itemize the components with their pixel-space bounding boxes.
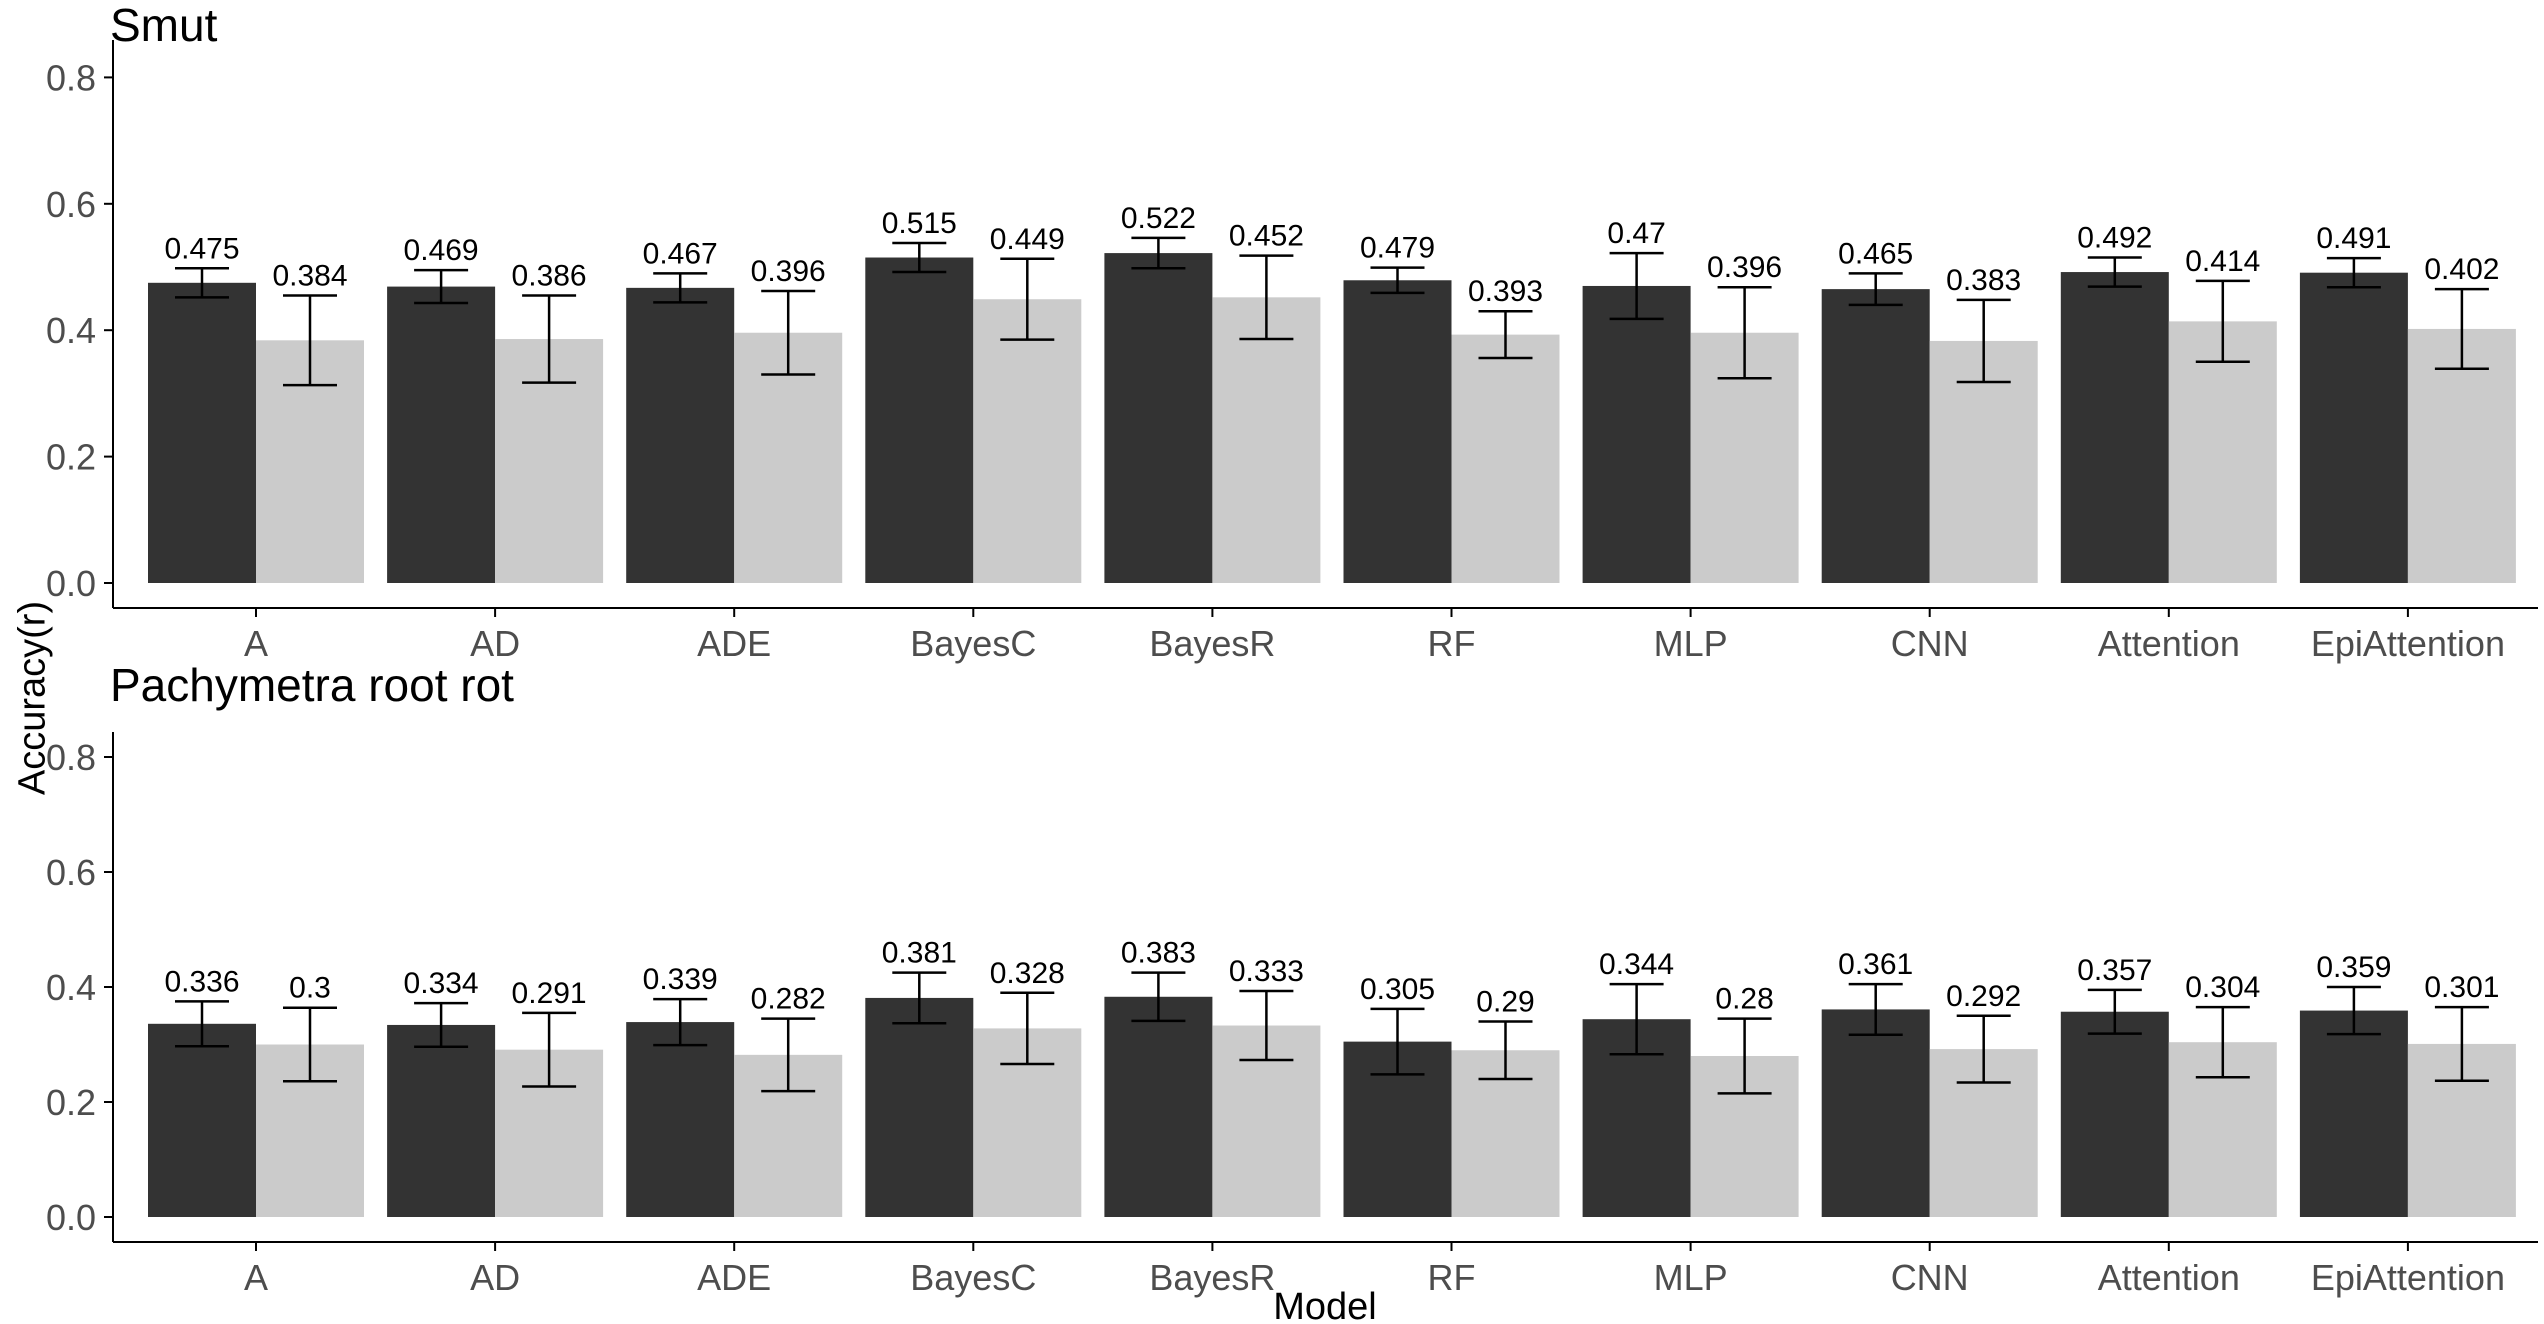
x-tick-label: BayesR bbox=[1149, 1257, 1275, 1298]
dark-bar-Attention bbox=[2060, 272, 2169, 583]
dark-bar-ADE bbox=[626, 287, 735, 583]
x-tick-label: A bbox=[244, 623, 268, 664]
y-tick-label: 0.4 bbox=[46, 967, 96, 1008]
x-tick-label: Attention bbox=[2098, 1257, 2240, 1298]
x-tick-label: RF bbox=[1428, 1257, 1476, 1298]
bar-value-label: 0.344 bbox=[1599, 948, 1674, 981]
x-tick-label: Attention bbox=[2098, 623, 2240, 664]
x-tick-label: EpiAttention bbox=[2311, 1257, 2505, 1298]
bar-value-label: 0.305 bbox=[1360, 973, 1435, 1006]
bar-value-label: 0.334 bbox=[404, 967, 479, 1000]
light-bar-BayesC bbox=[973, 299, 1082, 583]
dark-bar-Attention bbox=[2060, 1011, 2169, 1217]
bar-value-label: 0.386 bbox=[512, 259, 587, 292]
light-bar-BayesR bbox=[1212, 297, 1321, 583]
bar-value-label: 0.414 bbox=[2185, 245, 2260, 278]
bar-value-label: 0.383 bbox=[1121, 937, 1196, 970]
x-axis-title: Model bbox=[1273, 1286, 1377, 1324]
light-bar-Attention bbox=[2168, 321, 2277, 583]
bar-value-label: 0.396 bbox=[751, 255, 826, 288]
light-bar-EpiAttention bbox=[2407, 328, 2516, 583]
bar-value-label: 0.491 bbox=[2316, 222, 2391, 255]
bar-value-label: 0.469 bbox=[404, 234, 479, 267]
dark-bar-AD bbox=[387, 286, 496, 583]
dark-bar-BayesR bbox=[1104, 996, 1213, 1217]
y-axis-title: Accuracy(r) bbox=[11, 600, 54, 796]
bar-value-label: 0.492 bbox=[2077, 222, 2152, 255]
bar-value-label: 0.292 bbox=[1946, 980, 2021, 1013]
bar-value-label: 0.28 bbox=[1715, 983, 1773, 1016]
bar-value-label: 0.479 bbox=[1360, 232, 1435, 265]
bar-value-label: 0.282 bbox=[751, 983, 826, 1016]
dark-bar-BayesR bbox=[1104, 253, 1213, 583]
x-tick-label: BayesC bbox=[910, 623, 1036, 664]
y-tick-label: 0.6 bbox=[46, 184, 96, 225]
y-tick-label: 0.2 bbox=[46, 1082, 96, 1123]
bar-value-label: 0.359 bbox=[2316, 951, 2391, 984]
bar-value-label: 0.515 bbox=[882, 207, 957, 240]
dark-bar-CNN bbox=[1821, 1009, 1930, 1217]
x-tick-label: AD bbox=[470, 623, 520, 664]
bar-value-label: 0.29 bbox=[1476, 986, 1534, 1019]
x-tick-label: ADE bbox=[697, 1257, 771, 1298]
x-tick-label: BayesR bbox=[1149, 623, 1275, 664]
y-tick-label: 0.2 bbox=[46, 437, 96, 478]
dark-bar-BayesC bbox=[865, 997, 974, 1217]
dark-bar-ADE bbox=[626, 1022, 735, 1217]
bar-value-label: 0.3 bbox=[289, 972, 331, 1005]
y-tick-label: 0.0 bbox=[46, 563, 96, 604]
dark-bar-EpiAttention bbox=[2299, 272, 2408, 583]
bar-value-label: 0.475 bbox=[164, 232, 239, 265]
x-tick-label: RF bbox=[1428, 623, 1476, 664]
panel-title-pachymetra-root-rot: Pachymetra root rot bbox=[110, 659, 514, 711]
bar-value-label: 0.393 bbox=[1468, 275, 1543, 308]
dark-bar-AD bbox=[387, 1024, 496, 1217]
x-tick-label: MLP bbox=[1654, 1257, 1728, 1298]
bar-value-label: 0.336 bbox=[164, 965, 239, 998]
dark-bar-RF bbox=[1343, 280, 1452, 583]
y-tick-label: 0.8 bbox=[46, 57, 96, 98]
bar-value-label: 0.467 bbox=[643, 237, 718, 270]
bar-value-label: 0.384 bbox=[272, 259, 347, 292]
dark-bar-A bbox=[148, 282, 256, 583]
y-tick-label: 0.6 bbox=[46, 852, 96, 893]
dark-bar-MLP bbox=[1582, 285, 1691, 583]
bar-value-label: 0.47 bbox=[1607, 217, 1665, 250]
dark-bar-A bbox=[148, 1023, 256, 1217]
x-tick-label: AD bbox=[470, 1257, 520, 1298]
bar-value-label: 0.465 bbox=[1838, 237, 1913, 270]
panel-title-smut: Smut bbox=[110, 0, 218, 51]
y-tick-label: 0.0 bbox=[46, 1197, 96, 1238]
dark-bar-BayesC bbox=[865, 257, 974, 583]
bar-value-label: 0.291 bbox=[512, 977, 587, 1010]
bar-value-label: 0.449 bbox=[990, 223, 1065, 256]
bar-value-label: 0.522 bbox=[1121, 202, 1196, 235]
x-tick-label: A bbox=[244, 1257, 268, 1298]
x-tick-label: CNN bbox=[1891, 623, 1969, 664]
light-bar-RF bbox=[1451, 334, 1560, 583]
x-tick-label: EpiAttention bbox=[2311, 623, 2505, 664]
bar-value-label: 0.333 bbox=[1229, 955, 1304, 988]
x-tick-label: ADE bbox=[697, 623, 771, 664]
dark-bar-CNN bbox=[1821, 289, 1930, 583]
dark-bar-EpiAttention bbox=[2299, 1010, 2408, 1217]
bar-value-label: 0.383 bbox=[1946, 264, 2021, 297]
x-tick-label: BayesC bbox=[910, 1257, 1036, 1298]
x-tick-label: MLP bbox=[1654, 623, 1728, 664]
bar-value-label: 0.328 bbox=[990, 957, 1065, 990]
bar-value-label: 0.304 bbox=[2185, 971, 2260, 1004]
bar-value-label: 0.361 bbox=[1838, 948, 1913, 981]
bar-value-label: 0.402 bbox=[2424, 253, 2499, 286]
y-tick-label: 0.4 bbox=[46, 310, 96, 351]
x-tick-label: CNN bbox=[1891, 1257, 1969, 1298]
bar-value-label: 0.381 bbox=[882, 937, 957, 970]
bar-value-label: 0.339 bbox=[643, 963, 718, 996]
bar-value-label: 0.357 bbox=[2077, 954, 2152, 987]
bar-value-label: 0.396 bbox=[1707, 251, 1782, 284]
bar-value-label: 0.301 bbox=[2424, 971, 2499, 1004]
bar-value-label: 0.452 bbox=[1229, 220, 1304, 253]
y-tick-label: 0.8 bbox=[46, 737, 96, 778]
